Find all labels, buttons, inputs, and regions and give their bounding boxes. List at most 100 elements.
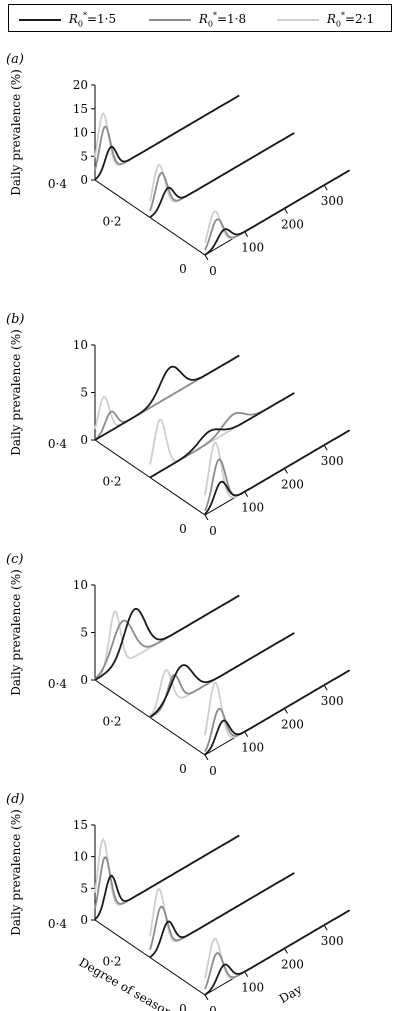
series-line xyxy=(149,132,295,219)
series-line xyxy=(94,834,240,909)
day-tick-label: 200 xyxy=(281,717,304,731)
legend-swatch xyxy=(19,18,61,21)
series-line xyxy=(204,909,350,996)
day-tick-label: 0 xyxy=(209,264,217,278)
day-tick xyxy=(204,994,209,1001)
legend-label: R0*=1·5 xyxy=(68,11,117,29)
panel-2: (b) 0 5 10 Daily prevalence (%) 0 0·2 0·4 0 100 20… xyxy=(6,312,351,538)
z-tick-label: 5 xyxy=(80,149,88,163)
z-tick-label: 10 xyxy=(73,338,88,352)
series-line xyxy=(204,669,350,756)
day-tick xyxy=(204,514,209,521)
series-line xyxy=(94,94,240,181)
series-line xyxy=(94,354,240,430)
series-line xyxy=(149,872,295,958)
day-tick xyxy=(284,708,288,714)
day-tick-label: 100 xyxy=(241,501,264,515)
legend-label: R0*=1·8 xyxy=(198,11,247,29)
z-axis-label: Daily prevalence (%) xyxy=(9,329,23,456)
z-tick-label: 15 xyxy=(73,102,88,116)
seasonality-tick-label: 0·4 xyxy=(48,437,67,451)
legend-swatch xyxy=(277,18,319,21)
seasonality-tick-label: 0 xyxy=(179,1002,187,1011)
series-line xyxy=(94,94,240,171)
seasonality-tick-label: 0·4 xyxy=(48,677,67,691)
day-tick xyxy=(204,754,209,761)
series-line xyxy=(149,632,295,718)
seasonality-tick-label: 0·2 xyxy=(102,215,121,229)
day-tick xyxy=(244,731,249,737)
day-tick-label: 100 xyxy=(241,981,264,995)
panel-label: (a) xyxy=(6,52,24,67)
z-axis-label: Daily prevalence (%) xyxy=(9,809,23,936)
seasonality-tick-label: 0·4 xyxy=(48,177,67,191)
series-line xyxy=(149,392,295,479)
z-tick-label: 0 xyxy=(80,673,88,687)
series-line xyxy=(204,169,350,256)
day-tick xyxy=(244,491,249,497)
series-line xyxy=(149,872,295,943)
seasonality-tick-label: 0 xyxy=(179,262,187,276)
seasonality-tick-label: 0 xyxy=(179,522,187,536)
series-line xyxy=(204,429,350,515)
day-tick-label: 200 xyxy=(281,217,304,231)
legend-item-1: R0*=1·5 xyxy=(19,11,117,29)
day-tick xyxy=(284,948,288,954)
z-axis-label: Daily prevalence (%) xyxy=(9,569,23,696)
day-tick xyxy=(244,971,249,977)
legend-label: R0*=2·1 xyxy=(326,11,375,29)
panel-label: (b) xyxy=(6,312,24,327)
day-tick xyxy=(323,184,328,191)
day-tick xyxy=(323,684,328,691)
day-tick-label: 100 xyxy=(241,741,264,755)
z-tick-label: 10 xyxy=(73,578,88,592)
day-tick-label: 0 xyxy=(209,1004,217,1011)
seasonality-tick-label: 0·4 xyxy=(48,917,67,931)
panel-label: (c) xyxy=(6,552,23,567)
day-tick-label: 300 xyxy=(321,194,344,208)
z-tick-label: 5 xyxy=(80,386,88,400)
seasonality-tick-label: 0·2 xyxy=(102,715,121,729)
day-tick-label: 0 xyxy=(209,524,217,538)
z-tick-label: 15 xyxy=(73,818,88,832)
panel-3: (c) 0 5 10 Daily prevalence (%) 0 0·2 0·4 0 100 20… xyxy=(6,552,351,778)
seasonality-axis-line xyxy=(94,919,206,996)
day-tick xyxy=(323,924,328,931)
series-line xyxy=(94,834,240,921)
seasonality-tick-label: 0 xyxy=(179,762,187,776)
series-line xyxy=(94,354,240,441)
z-axis-label: Daily prevalence (%) xyxy=(9,69,23,196)
series-line xyxy=(149,132,295,203)
z-tick-label: 10 xyxy=(73,850,88,864)
legend-item-3: R0*=2·1 xyxy=(277,11,375,29)
day-tick-label: 100 xyxy=(241,241,264,255)
day-tick-label: 300 xyxy=(321,454,344,468)
z-tick-label: 0 xyxy=(80,173,88,187)
z-tick-label: 10 xyxy=(73,126,88,140)
z-tick-label: 5 xyxy=(80,626,88,640)
series-line xyxy=(94,834,240,906)
day-tick-label: 200 xyxy=(281,957,304,971)
panel-label: (d) xyxy=(6,792,24,807)
day-tick-label: 300 xyxy=(321,934,344,948)
seasonality-axis-line xyxy=(94,179,206,256)
day-tick-label: 200 xyxy=(281,477,304,491)
seasonality-tick-label: 0·2 xyxy=(102,475,121,489)
seasonality-tick-label: 0·2 xyxy=(102,955,121,969)
legend-item-2: R0*=1·8 xyxy=(149,11,247,29)
panel-4: (d) 0 5 10 15 Daily prevalence (%) 0 0·2 0·4 0 100… xyxy=(6,792,351,1011)
chart-legend: R0*=1·5 R0*=1·8 R0*=2·1 xyxy=(8,4,392,32)
day-tick xyxy=(323,444,328,451)
panel-1: (a) 0 5 10 15 20 Daily prevalence (%) 0 0·2 0·4 0 1… xyxy=(6,52,351,278)
day-tick xyxy=(284,468,288,474)
day-axis-title: Day xyxy=(277,982,305,1006)
day-tick xyxy=(284,208,288,214)
z-tick-label: 0 xyxy=(80,433,88,447)
z-tick-label: 20 xyxy=(73,78,88,92)
legend-swatch xyxy=(149,18,191,21)
series-line xyxy=(94,594,240,681)
z-tick-label: 5 xyxy=(80,881,88,895)
day-tick-label: 300 xyxy=(321,694,344,708)
day-tick xyxy=(244,231,249,237)
